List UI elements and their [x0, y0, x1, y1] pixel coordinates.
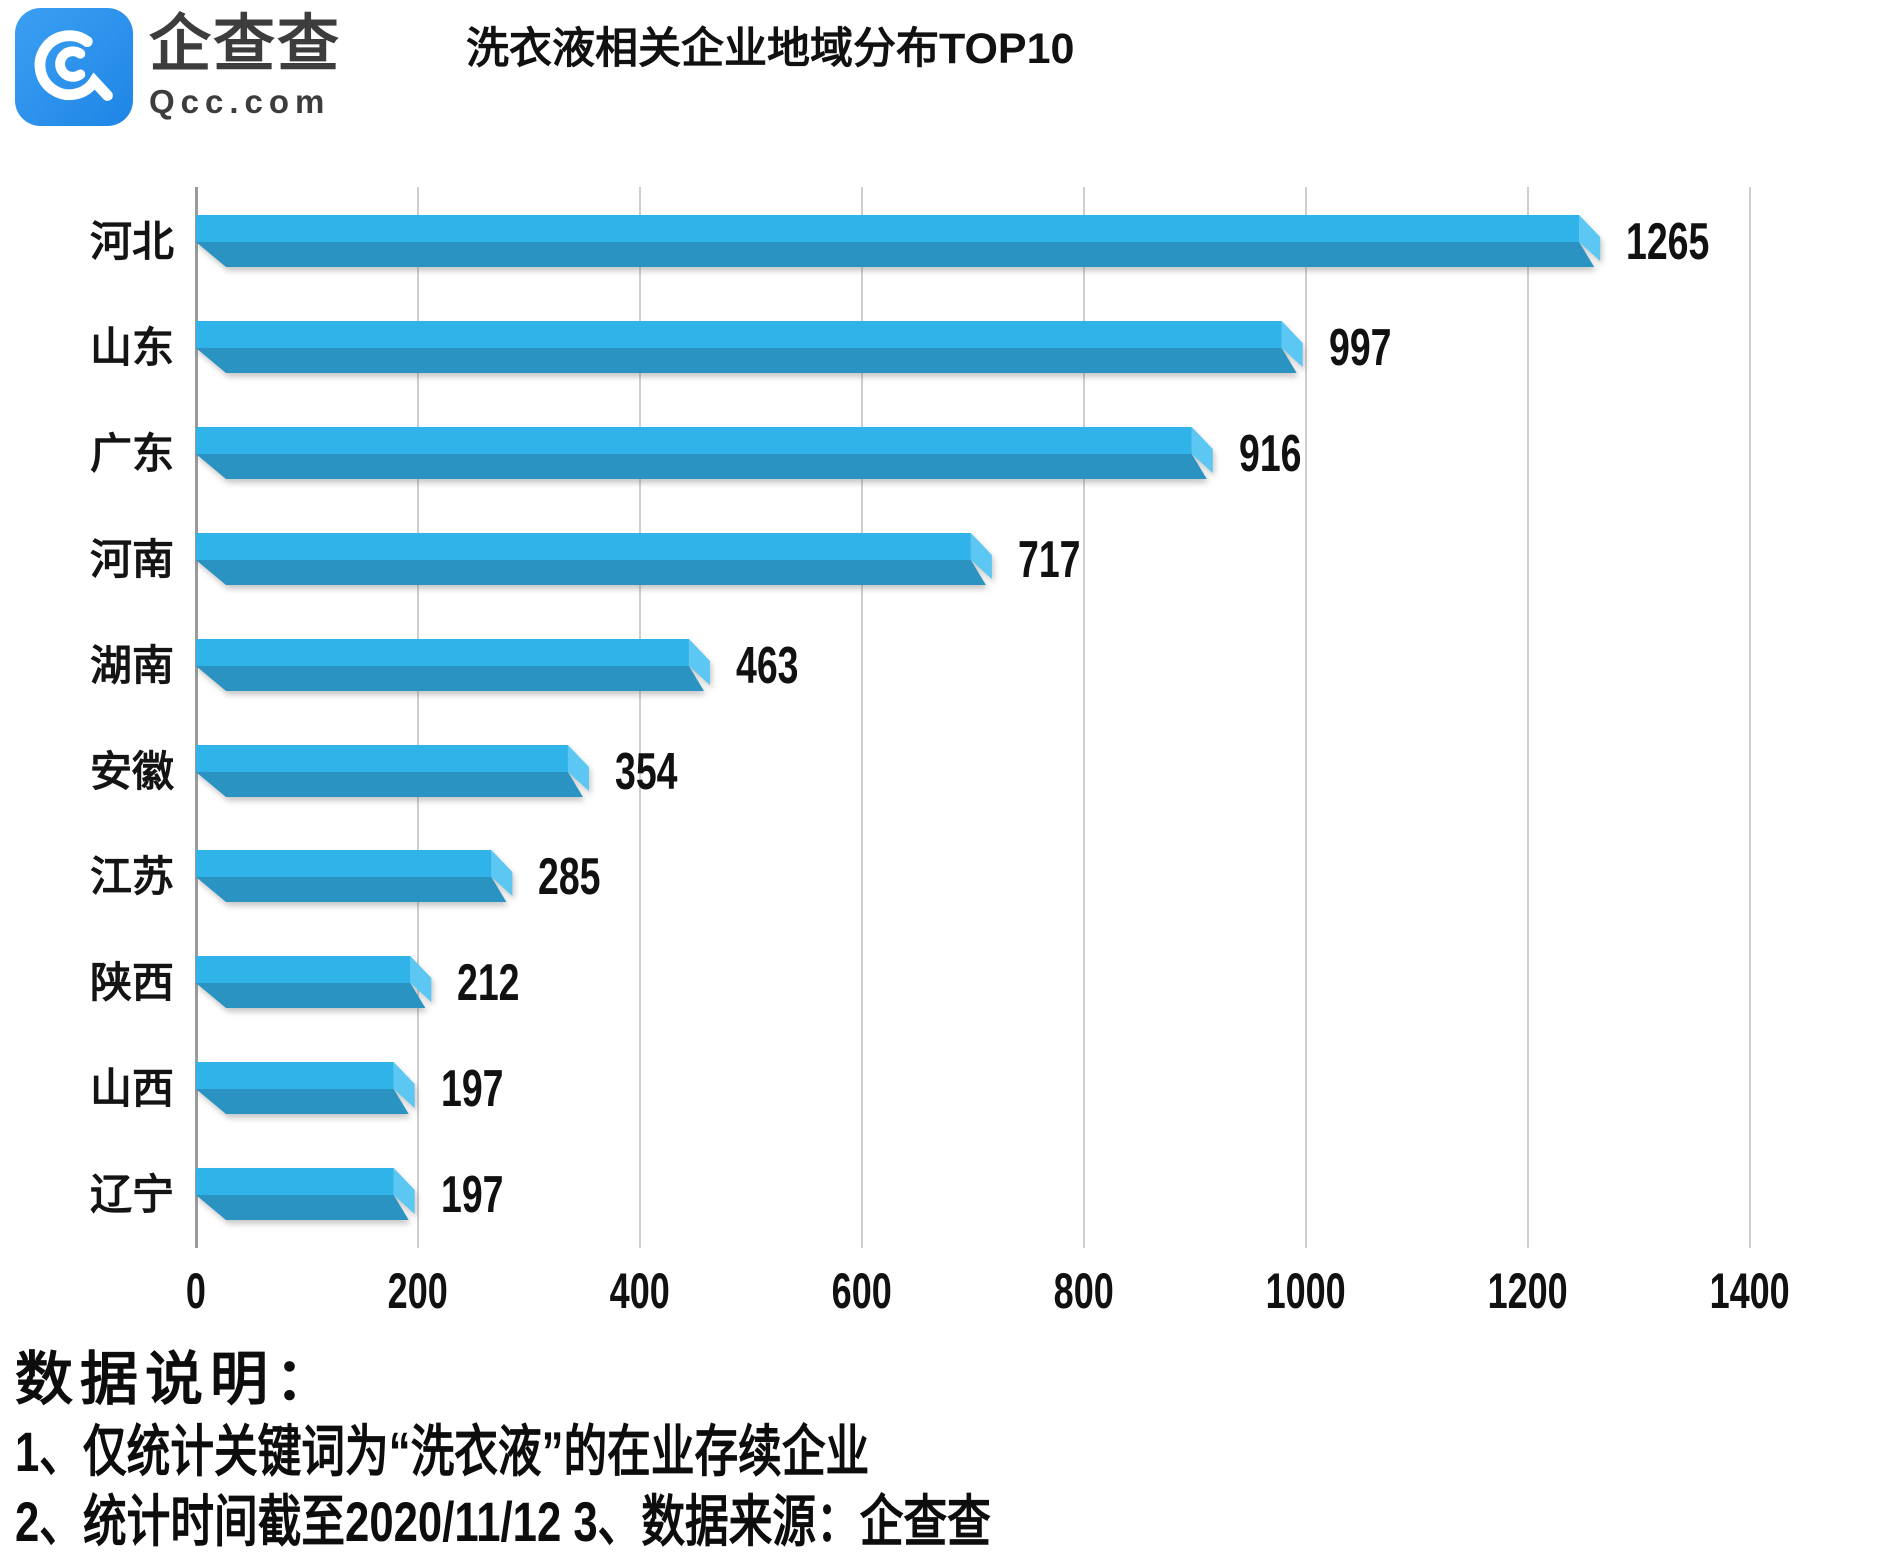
- bar-江苏: [196, 850, 513, 902]
- value-label: 916: [1238, 425, 1302, 483]
- category-label: 辽宁: [89, 1171, 174, 1218]
- value-label: 463: [735, 637, 799, 695]
- value-label: 1265: [1626, 213, 1710, 271]
- x-tick-1400: 1400: [1709, 1263, 1791, 1319]
- category-label: 广东: [89, 430, 174, 477]
- x-tick-200: 200: [387, 1263, 449, 1319]
- value-label: 285: [538, 848, 601, 906]
- y-axis-line: [195, 187, 198, 1248]
- logo-domain: Qcc.com: [149, 83, 331, 120]
- x-tick-600: 600: [831, 1263, 893, 1319]
- data-notes: 数据说明： 1、仅统计关键词为“洗衣液”的在业存续企业 2、统计时间截至2020…: [15, 1348, 1266, 1553]
- bar-山东: [196, 321, 1303, 373]
- bar-安徽: [196, 745, 589, 797]
- bar-湖南: [196, 639, 710, 691]
- x-tick-1200: 1200: [1487, 1263, 1569, 1319]
- gridline-x-200: [417, 187, 419, 1248]
- gridline-x-600: [861, 187, 863, 1248]
- x-tick-800: 800: [1053, 1263, 1115, 1319]
- bar-河北: [196, 215, 1601, 267]
- bar-辽宁: [196, 1168, 415, 1220]
- gridline-x-800: [1083, 187, 1085, 1248]
- category-label: 江苏: [89, 853, 174, 900]
- note-line-1: 1、仅统计关键词为“洗衣液”的在业存续企业: [15, 1420, 870, 1483]
- x-tick-400: 400: [609, 1263, 671, 1319]
- value-label: 354: [614, 743, 678, 801]
- category-label: 安徽: [89, 748, 174, 795]
- qcc-logo: 企查查 Qcc.com: [15, 8, 341, 126]
- value-label: 197: [440, 1166, 504, 1224]
- x-tick-0: 0: [185, 1263, 207, 1319]
- category-label: 湖南: [89, 642, 174, 689]
- category-label: 河北: [89, 218, 174, 265]
- bar-陕西: [196, 956, 432, 1008]
- gridline-x-1400: [1749, 187, 1751, 1248]
- category-label: 河南: [89, 536, 174, 583]
- note-line-2: 2、统计时间截至2020/11/12 3、数据来源：企查查: [15, 1490, 991, 1553]
- value-label: 212: [457, 954, 520, 1012]
- bar-山西: [196, 1062, 415, 1114]
- gridline-x-1200: [1527, 187, 1529, 1248]
- notes-heading: 数据说明：: [15, 1347, 341, 1412]
- logo-company-name: 企查查: [149, 10, 342, 79]
- value-label: 197: [440, 1060, 504, 1118]
- category-label: 山西: [89, 1065, 174, 1112]
- value-label: 717: [1017, 531, 1081, 589]
- gridline-x-1000: [1305, 187, 1307, 1248]
- value-label: 997: [1328, 319, 1392, 377]
- x-tick-1000: 1000: [1265, 1263, 1347, 1319]
- bar-河南: [196, 533, 992, 585]
- qcc-logo-icon: [15, 8, 133, 126]
- qcc-logo-text: 企查查 Qcc.com: [149, 8, 341, 122]
- category-label: 山东: [89, 324, 174, 371]
- gridline-x-400: [639, 187, 641, 1248]
- chart-title: 洗衣液相关企业地域分布TOP10: [466, 25, 1075, 73]
- bar-广东: [196, 427, 1213, 479]
- category-label: 陕西: [89, 959, 174, 1006]
